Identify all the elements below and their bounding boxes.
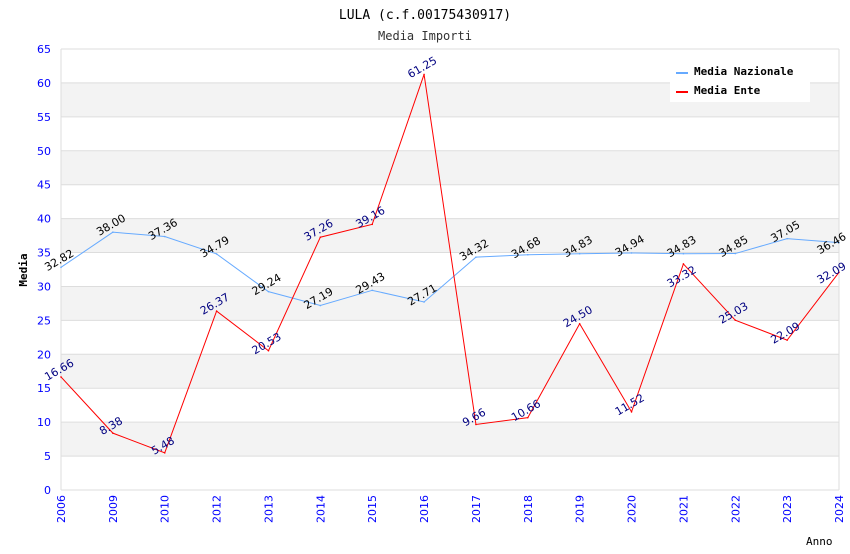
x-tick-label: 2012 (211, 495, 224, 523)
x-tick-label: 2017 (470, 495, 483, 523)
data-point (786, 237, 788, 240)
x-tick-label: 2021 (677, 495, 690, 523)
x-tick-label: 2024 (833, 495, 846, 523)
data-label: 10.66 (509, 397, 543, 424)
data-point (319, 304, 322, 307)
data-point (475, 423, 477, 426)
data-point (60, 376, 62, 378)
legend-label-ente: Media Ente (694, 84, 761, 97)
x-tick-label: 2009 (107, 495, 120, 523)
data-point (60, 266, 62, 269)
x-tick-label: 2023 (781, 495, 794, 523)
data-point (527, 416, 529, 419)
data-point (163, 452, 166, 454)
data-point (630, 252, 633, 254)
series-line-ente (60, 74, 840, 454)
data-point (475, 256, 477, 258)
data-point (578, 322, 581, 325)
x-tick-label: 2022 (729, 495, 742, 523)
data-point (423, 301, 425, 303)
y-tick-label: 55 (37, 111, 51, 124)
y-tick-label: 35 (37, 247, 51, 260)
data-point (838, 241, 840, 244)
chart-title: LULA (c.f.00175430917) (339, 8, 511, 23)
y-tick-label: 40 (37, 213, 51, 226)
y-tick-label: 30 (37, 280, 51, 293)
data-point (112, 231, 114, 233)
data-point (734, 252, 737, 255)
data-point (215, 253, 218, 255)
y-tick-label: 10 (37, 416, 51, 429)
data-point (578, 252, 581, 255)
x-tick-label: 2019 (574, 495, 587, 523)
legend: Media Nazionale Media Ente (670, 60, 810, 102)
x-tick-label: 2015 (366, 495, 379, 523)
data-point (786, 339, 788, 341)
data-label: 20.53 (250, 330, 284, 357)
series-line-nazionale (60, 231, 840, 307)
y-tick-label: 20 (37, 348, 51, 361)
y-tick-label: 5 (44, 450, 51, 463)
data-point (371, 289, 374, 292)
data-point (319, 236, 322, 239)
data-point (267, 349, 270, 352)
y-tick-label: 65 (37, 43, 51, 56)
data-point (734, 319, 737, 321)
x-tick-label: 2010 (159, 495, 172, 523)
grid-band (61, 150, 839, 185)
data-point (163, 235, 166, 238)
data-label: 11.52 (613, 391, 647, 418)
x-tick-label: 2016 (418, 495, 431, 523)
legend-label-nazionale: Media Nazionale (694, 65, 794, 78)
y-tick-label: 25 (37, 314, 51, 327)
grid-band (61, 422, 839, 457)
data-point (215, 310, 218, 312)
data-point (682, 263, 685, 265)
data-point (267, 290, 270, 293)
y-axis-label: Media (17, 253, 30, 286)
grid-band (61, 354, 839, 389)
data-point (838, 271, 840, 274)
y-tick-label: 45 (37, 179, 51, 192)
y-tick-label: 50 (37, 145, 51, 158)
x-tick-label: 2014 (314, 495, 327, 523)
x-tick-label: 2013 (262, 495, 275, 523)
y-tick-label: 0 (44, 484, 51, 497)
data-point (527, 253, 529, 256)
data-point (423, 73, 425, 76)
data-point (630, 411, 633, 413)
x-tick-label: 2018 (522, 495, 535, 523)
data-label: 61.25 (405, 54, 439, 81)
x-axis-label: Anno (806, 535, 833, 548)
x-tick-label: 2020 (626, 495, 639, 523)
data-point (371, 223, 374, 226)
y-tick-label: 60 (37, 77, 51, 90)
data-label: 22.09 (768, 320, 802, 347)
data-point (112, 432, 114, 434)
y-tick-label: 15 (37, 382, 51, 395)
chart-subtitle: Media Importi (378, 29, 472, 43)
x-tick-label: 2006 (55, 495, 68, 523)
data-point (682, 252, 685, 255)
